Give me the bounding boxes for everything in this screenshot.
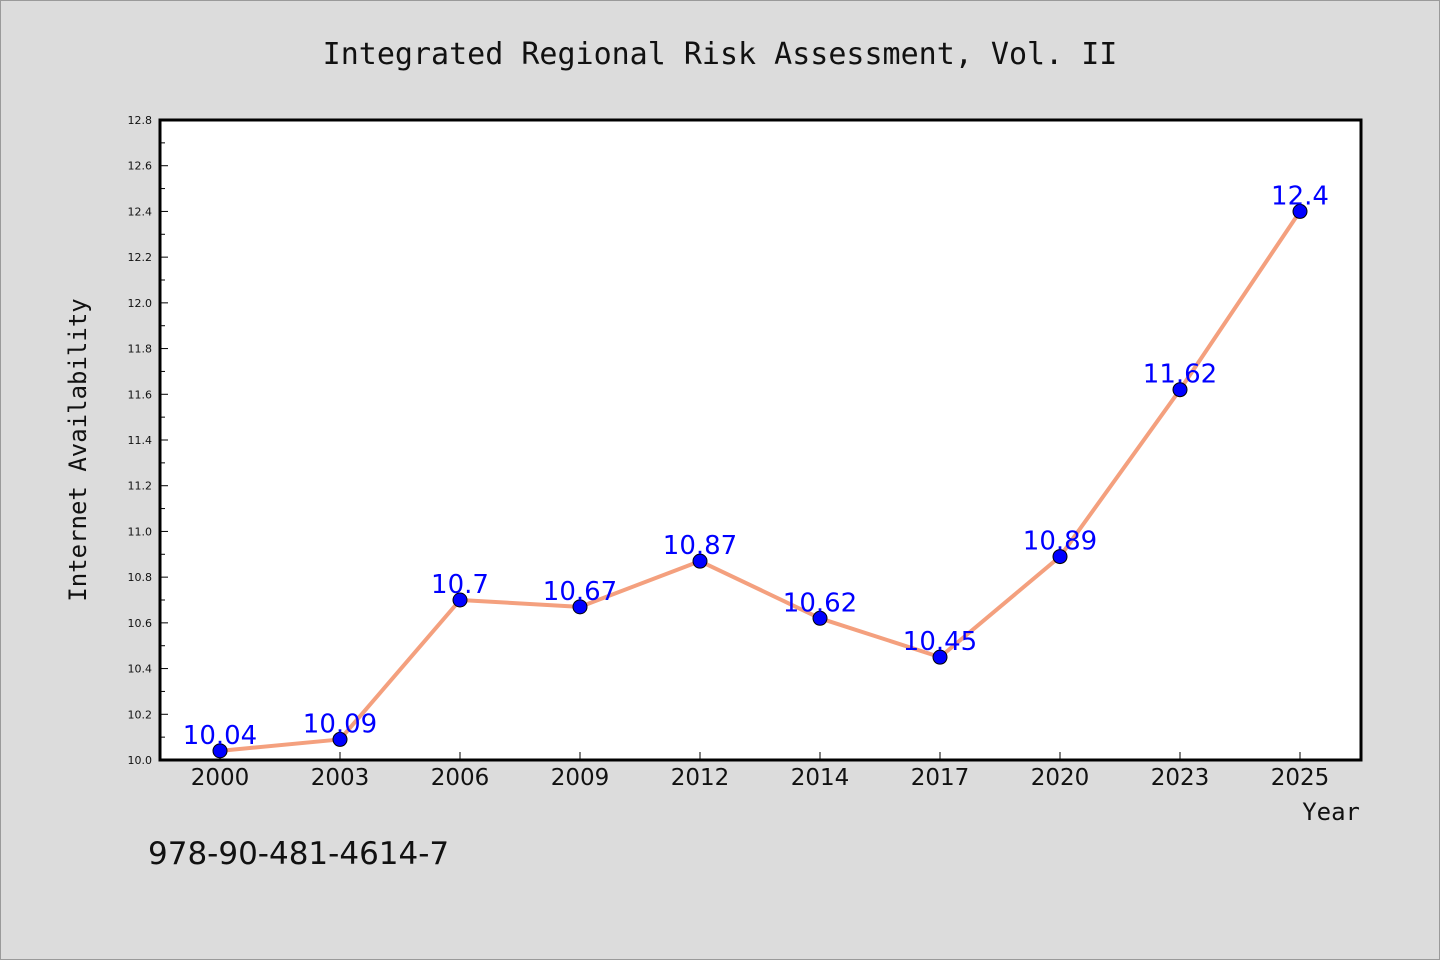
line-segment: [458, 598, 582, 609]
series-markers: [212, 203, 1308, 759]
x-tick-label: 2020: [1031, 765, 1090, 791]
y-tick-label: 12.6: [128, 160, 153, 173]
y-tick-label: 10.6: [128, 617, 153, 630]
y-tick-label: 12.8: [128, 114, 153, 127]
line-segment: [1058, 387, 1182, 559]
x-tick-label: 2000: [191, 765, 250, 791]
line-segment: [1178, 209, 1302, 392]
y-tick-label: 10.0: [128, 754, 153, 767]
x-tick-label: 2014: [791, 765, 850, 791]
data-point: [812, 610, 828, 626]
data-label: 10.45: [903, 627, 977, 657]
data-labels: 10.04 10.09 10.7 10.67 10.87 10.62 10.45 10.89 1…: [183, 181, 1329, 750]
plot-area: [158, 118, 1363, 762]
x-tick-label: 2023: [1151, 765, 1210, 791]
y-tick-label: 10.8: [128, 571, 153, 584]
series-line: [218, 209, 1302, 753]
y-tick-label: 10.4: [128, 663, 153, 676]
y-tick-label: 11.6: [128, 388, 153, 401]
data-label: 10.09: [303, 709, 377, 739]
y-tick-label: 12.2: [128, 251, 153, 264]
data-label: 10.62: [783, 588, 857, 618]
isbn-text: 978-90-481-4614-7: [148, 836, 449, 872]
data-point: [452, 592, 468, 608]
data-point: [212, 743, 228, 759]
data-label: 10.89: [1023, 527, 1097, 557]
data-label: 10.87: [663, 531, 737, 561]
y-tick-label: 11.4: [128, 434, 153, 447]
data-label: 11.62: [1143, 360, 1217, 390]
y-tick-label: 10.2: [128, 708, 153, 721]
y-tick-label: 11.8: [128, 343, 153, 356]
x-tick-label: 2025: [1271, 765, 1330, 791]
x-tick-label: 2003: [311, 765, 370, 791]
data-point: [1172, 382, 1188, 398]
data-label: 10.67: [543, 577, 617, 607]
line-segment: [698, 559, 822, 621]
data-label: 10.7: [431, 570, 489, 600]
chart-title: Integrated Regional Risk Assessment, Vol…: [323, 37, 1118, 72]
data-label: 10.04: [183, 721, 257, 751]
data-point: [692, 553, 708, 569]
x-tick-label: 2009: [551, 765, 610, 791]
data-point: [932, 649, 948, 665]
x-tick-label: 2012: [671, 765, 730, 791]
data-point: [572, 599, 588, 615]
y-tick-label: 11.2: [128, 480, 153, 493]
line-segment: [578, 559, 702, 609]
data-point: [1052, 549, 1068, 565]
data-point: [332, 731, 348, 747]
x-axis: 2000 2003 2006 2009 2012 2014 2017 2020 2023 2025: [191, 752, 1330, 791]
line-segment: [218, 737, 342, 753]
line-segment: [818, 616, 942, 660]
y-tick-label: 12.0: [128, 297, 153, 310]
x-tick-label: 2017: [911, 765, 970, 791]
data-label: 12.4: [1271, 181, 1329, 211]
line-segment: [938, 554, 1062, 660]
y-axis-label: Internet Availability: [64, 298, 92, 601]
x-axis-label: Year: [1302, 798, 1360, 826]
x-tick-label: 2006: [431, 765, 490, 791]
line-segment: [338, 598, 462, 742]
y-axis: 10.0 10.2 10.4 10.6 10.8 11.0 11.2 11.4 11.6 11.8…: [128, 114, 168, 767]
y-tick-label: 11.0: [128, 525, 153, 538]
y-tick-label: 12.4: [128, 205, 153, 218]
data-point: [1292, 203, 1308, 219]
